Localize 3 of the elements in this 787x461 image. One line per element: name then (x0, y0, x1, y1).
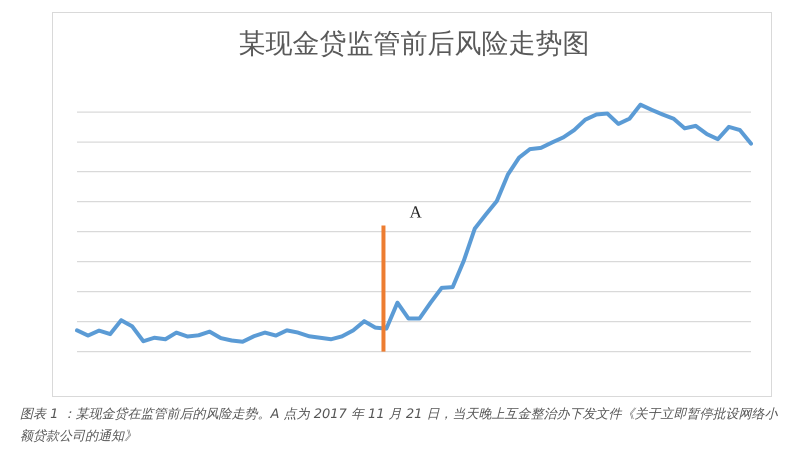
text: 图表 1 ：某现金贷在监管前后的风险走势。A 点为 2017 年 11 月 21 日，当天晚上互金整治办下发文件《关于立即暂停批设网络小额贷款公司的通知》 (20, 406, 779, 446)
chart-title: 某现金贷监管前后风险走势图 (238, 28, 590, 58)
annotation: A (409, 202, 422, 222)
